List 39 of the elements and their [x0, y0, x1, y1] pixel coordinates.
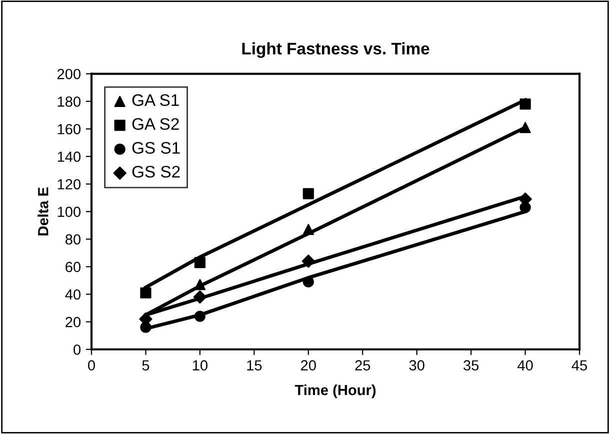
point: [302, 276, 314, 288]
point: [194, 279, 206, 290]
point: [302, 188, 314, 200]
x-tick-label: 45: [572, 360, 587, 370]
y-tick-label: 140: [58, 152, 81, 162]
x-tick-label: 30: [409, 360, 424, 370]
y-tick-label: 120: [58, 179, 81, 190]
y-tick-label: 40: [65, 289, 81, 300]
point: [193, 290, 207, 304]
point: [140, 287, 152, 298]
y-tick-label: 60: [66, 262, 81, 272]
legend-label: GA S2: [132, 118, 179, 130]
y-tick-label: 160: [58, 124, 81, 134]
y-tick-label: 0: [74, 344, 81, 355]
x-tick-label: 0: [88, 360, 95, 370]
point: [194, 310, 206, 322]
legend-label: GS S2: [132, 166, 180, 178]
x-tick-label: 10: [192, 360, 208, 370]
y-axis-title: Delta E: [38, 187, 48, 236]
y-tick-label: 200: [57, 68, 81, 80]
legend-label: GA S1: [132, 94, 179, 106]
x-tick-label: 35: [464, 360, 479, 370]
x-tick-label: 15: [247, 360, 262, 370]
legend-label: GS S1: [132, 142, 180, 154]
point: [194, 257, 206, 268]
y-tick-label: 20: [66, 316, 81, 328]
point: [520, 98, 531, 110]
y-tick-label: 180: [58, 96, 81, 107]
x-tick-label: 25: [355, 360, 370, 370]
x-tick-label: 40: [518, 360, 533, 370]
y-tick-label: 100: [58, 206, 81, 218]
y-tick-label: 80: [65, 234, 81, 245]
x-axis-title: Time (Hour): [294, 384, 376, 398]
x-tick-label: 20: [301, 360, 316, 370]
point: [520, 122, 531, 134]
point: [302, 254, 315, 268]
x-tick-label: 5: [142, 360, 150, 370]
point: [302, 224, 314, 236]
chart-title: Light Fastness vs. Time: [242, 42, 430, 58]
